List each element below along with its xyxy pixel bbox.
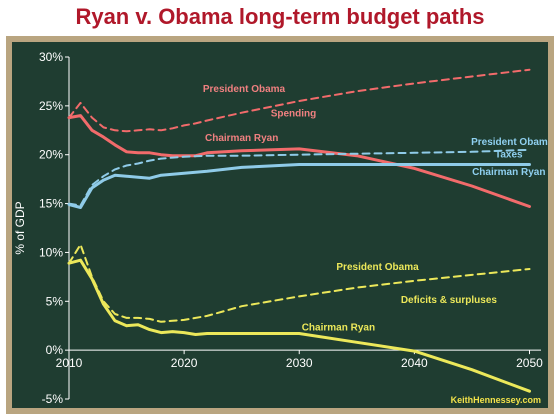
- annotation-spending-ryan: Chairman Ryan: [205, 133, 278, 144]
- annotation-taxes-group: Taxes: [495, 150, 523, 161]
- annotation-deficits-group: Deficits & surpluses: [401, 295, 498, 306]
- series-line-obama-spending: [68, 68, 531, 133]
- x-tick-label: 2040: [401, 356, 428, 370]
- x-tick-label: 2030: [286, 356, 313, 370]
- x-tick-label: 2010: [56, 356, 83, 370]
- y-tick-label: 10%: [39, 245, 63, 259]
- annotation-deficits-ryan: Chairman Ryan: [302, 323, 375, 334]
- source-credit: KeithHennessey.com: [451, 395, 541, 405]
- y-tick-label: 30%: [39, 50, 63, 64]
- series-line-ryan-deficits: [67, 258, 531, 393]
- x-tick-label: 2050: [516, 356, 543, 370]
- series-line-ryan-taxes: [67, 163, 531, 209]
- chart-frame: -5% 0% 5% 10% 15% 20% 25% 30% 2010 2020 2030 2040 20…: [6, 36, 554, 414]
- chart-title: Ryan v. Obama long-term budget paths: [75, 4, 485, 29]
- y-tick-label: -5%: [42, 392, 64, 406]
- y-tick-label: 0%: [46, 343, 64, 357]
- series-line-obama-deficits: [68, 243, 531, 323]
- y-tick-label: 5%: [46, 294, 64, 308]
- annotation-spending-group: Spending: [271, 109, 317, 120]
- annotation-spending-obama: President Obama: [203, 84, 286, 95]
- annotation-taxes-obama: President Obama: [471, 137, 548, 148]
- series-line-ryan-spending: [67, 114, 531, 208]
- y-tick-label: 15%: [39, 197, 63, 211]
- y-tick-label: 25%: [39, 99, 63, 113]
- y-tick-label: 20%: [39, 148, 63, 162]
- y-axis-title: % of GDP: [13, 201, 27, 254]
- annotation-taxes-ryan: Chairman Ryan: [472, 167, 545, 178]
- annotation-deficits-obama: President Obama: [336, 262, 419, 273]
- x-tick-label: 2020: [171, 356, 198, 370]
- series-line-obama-taxes: [68, 148, 531, 207]
- chart-plot: -5% 0% 5% 10% 15% 20% 25% 30% 2010 2020 2030 2040 20…: [13, 50, 548, 406]
